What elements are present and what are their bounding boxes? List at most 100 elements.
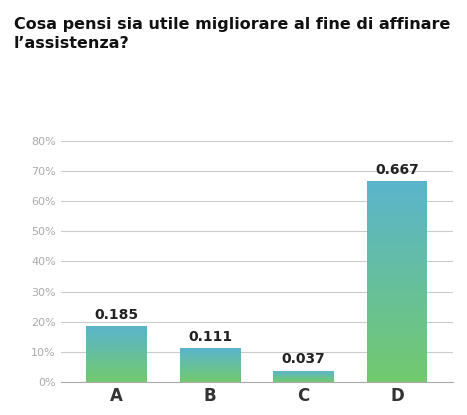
Bar — [367, 360, 427, 361]
Bar — [367, 356, 427, 357]
Bar — [367, 191, 427, 192]
Bar — [367, 361, 427, 362]
Bar — [367, 364, 427, 365]
Bar — [367, 381, 427, 382]
Bar — [367, 181, 427, 182]
Bar — [367, 298, 427, 299]
Bar — [367, 229, 427, 230]
Bar — [367, 259, 427, 260]
Bar — [367, 262, 427, 263]
Bar — [367, 204, 427, 205]
Bar — [367, 349, 427, 350]
Bar — [367, 280, 427, 281]
Bar — [367, 340, 427, 341]
Bar — [367, 373, 427, 374]
Bar — [367, 220, 427, 221]
Bar — [367, 366, 427, 367]
Bar — [367, 243, 427, 244]
Bar — [367, 186, 427, 187]
Bar — [367, 278, 427, 279]
Bar — [367, 343, 427, 344]
Bar — [367, 234, 427, 235]
Bar — [367, 367, 427, 368]
Bar — [367, 379, 427, 380]
Bar — [367, 362, 427, 363]
Bar — [367, 266, 427, 267]
Text: 0.111: 0.111 — [188, 330, 232, 344]
Bar — [367, 308, 427, 309]
Bar — [367, 187, 427, 188]
Bar — [367, 189, 427, 190]
Bar — [367, 197, 427, 198]
Bar — [367, 217, 427, 218]
Bar — [367, 188, 427, 189]
Bar — [367, 248, 427, 249]
Bar — [367, 291, 427, 292]
Bar — [367, 231, 427, 232]
Bar — [367, 357, 427, 358]
Bar — [367, 226, 427, 227]
Bar — [367, 198, 427, 199]
Bar — [367, 305, 427, 306]
Bar — [367, 260, 427, 261]
Bar — [367, 324, 427, 325]
Bar — [367, 271, 427, 272]
Bar — [367, 315, 427, 316]
Bar — [367, 338, 427, 339]
Bar — [367, 333, 427, 334]
Bar — [367, 329, 427, 330]
Bar — [367, 296, 427, 297]
Bar — [367, 273, 427, 274]
Bar — [367, 328, 427, 329]
Bar — [367, 301, 427, 302]
Bar — [367, 292, 427, 293]
Bar — [367, 337, 427, 338]
Bar — [367, 302, 427, 303]
Bar — [367, 211, 427, 212]
Bar — [367, 190, 427, 191]
Bar — [367, 300, 427, 301]
Bar — [367, 250, 427, 251]
Bar — [367, 210, 427, 211]
Bar — [367, 207, 427, 208]
Bar — [367, 310, 427, 311]
Bar — [367, 203, 427, 204]
Bar — [367, 326, 427, 327]
Bar — [367, 246, 427, 247]
Bar — [367, 287, 427, 288]
Bar — [367, 320, 427, 321]
Bar — [367, 265, 427, 266]
Bar — [367, 252, 427, 253]
Bar — [367, 284, 427, 285]
Bar — [367, 270, 427, 271]
Bar — [367, 344, 427, 345]
Bar — [367, 294, 427, 295]
Bar — [367, 228, 427, 229]
Bar — [367, 193, 427, 194]
Bar — [367, 282, 427, 283]
Bar — [367, 283, 427, 284]
Bar — [367, 208, 427, 209]
Bar — [367, 354, 427, 355]
Bar — [367, 258, 427, 259]
Bar — [367, 241, 427, 242]
Bar — [367, 269, 427, 270]
Bar — [367, 202, 427, 203]
Bar — [367, 380, 427, 381]
Bar — [367, 264, 427, 265]
Bar — [367, 218, 427, 219]
Text: 0.185: 0.185 — [95, 308, 139, 322]
Bar — [367, 194, 427, 195]
Bar — [367, 213, 427, 214]
Bar — [367, 221, 427, 222]
Bar — [367, 353, 427, 354]
Bar — [367, 285, 427, 286]
Bar — [367, 342, 427, 343]
Bar — [367, 355, 427, 356]
Bar — [367, 327, 427, 328]
Bar — [367, 249, 427, 250]
Bar — [367, 263, 427, 264]
Bar — [367, 251, 427, 252]
Bar — [367, 306, 427, 307]
Bar — [367, 212, 427, 213]
